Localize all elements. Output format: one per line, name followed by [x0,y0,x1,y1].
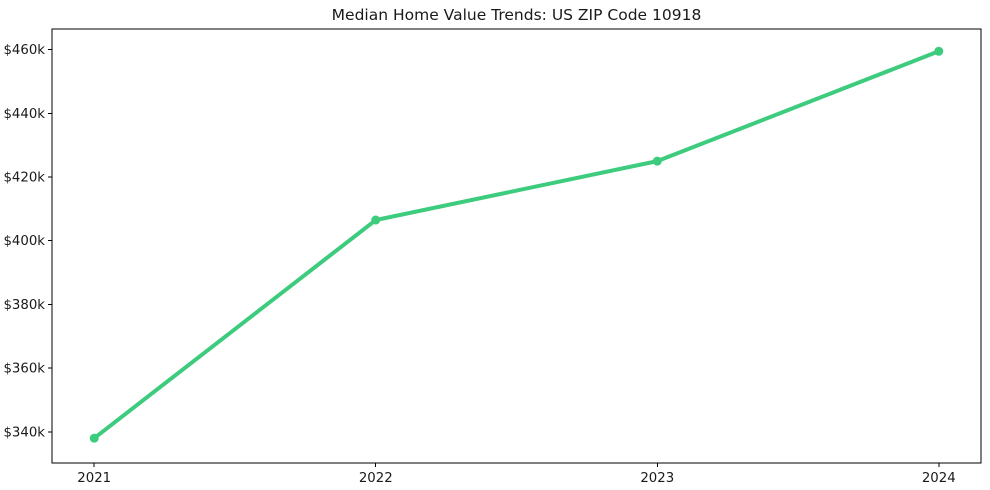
y-tick-label: $340k [3,425,45,440]
y-tick-label: $400k [3,234,45,249]
data-point-marker [934,46,944,56]
y-tick-label: $440k [3,107,45,122]
x-tick-label: 2024 [922,471,956,486]
y-tick-label: $420k [3,171,45,186]
data-point-marker [89,433,99,443]
data-point-marker [652,156,662,166]
y-tick-label: $380k [3,298,45,313]
y-tick-label: $460k [3,43,45,58]
plot-border [51,28,982,464]
data-point-marker [371,215,381,225]
x-tick-label: 2021 [77,471,111,486]
x-tick-label: 2022 [359,471,393,486]
x-tick-label: 2023 [640,471,674,486]
y-tick-label: $360k [3,362,45,377]
trend-line [92,49,941,441]
chart-title: Median Home Value Trends: US ZIP Code 10… [331,6,702,24]
